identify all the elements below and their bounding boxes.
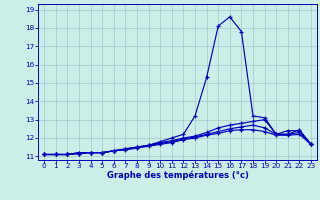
X-axis label: Graphe des températures (°c): Graphe des températures (°c) [107,171,249,180]
